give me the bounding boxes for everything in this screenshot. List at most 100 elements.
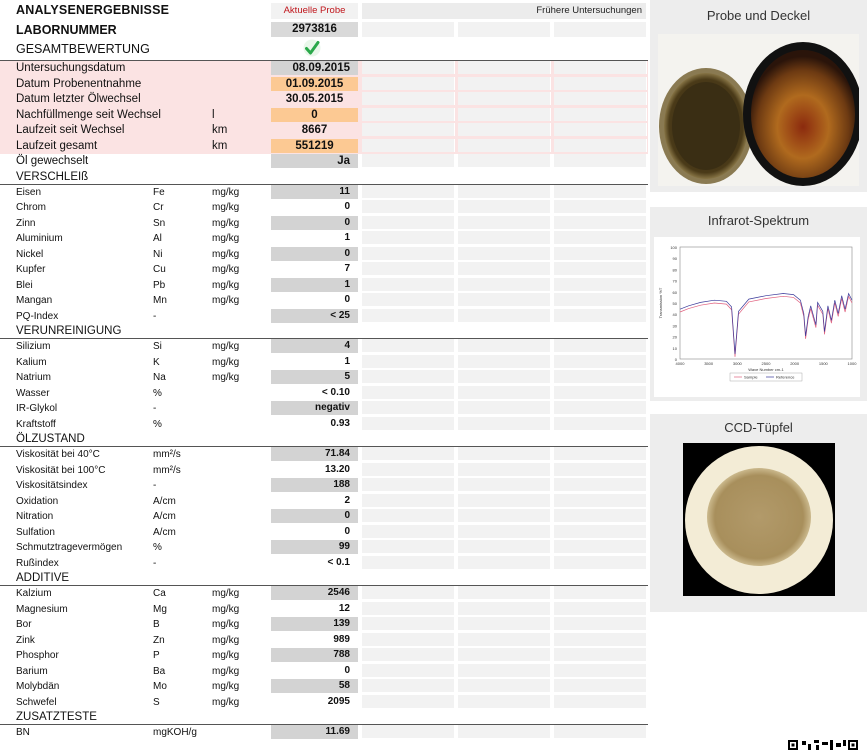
table-row: Viskosität bei 40°C mm²/s 71.84: [0, 447, 648, 463]
parameter-symbol: Pb: [153, 279, 166, 291]
parameter-name: Blei: [16, 279, 33, 291]
parameter-value: 11.69: [271, 725, 358, 739]
history-cell: [554, 293, 647, 306]
history-cell: [362, 154, 455, 167]
history-cell: [458, 416, 551, 430]
parameter-symbol: -: [153, 557, 157, 569]
parameter-value: 989: [333, 633, 350, 645]
history-cell: [458, 76, 551, 90]
analysis-report: ANALYSENERGEBNISSE Aktuelle Probe Früher…: [0, 3, 648, 739]
history-cell: [458, 246, 551, 260]
parameter-symbol: Sn: [153, 217, 166, 229]
history-cell: [362, 555, 455, 569]
table-row: Eisen Fe mg/kg 11: [0, 184, 648, 201]
history-cell: [362, 385, 455, 399]
ir-y-tick-label: 10: [673, 346, 678, 351]
table-row: Molybdän Mo mg/kg 58: [0, 679, 648, 695]
history-cell: [458, 277, 551, 291]
ir-reference-series-line: [679, 292, 853, 355]
qr-code-icon: [788, 740, 858, 750]
history-cell: [362, 648, 455, 661]
parameter-name: Schwefel: [16, 696, 57, 708]
history-cell: [554, 524, 647, 538]
parameter-unit: mg/kg: [212, 264, 240, 275]
parameter-value: 0: [271, 509, 358, 523]
report-title: ANALYSENERGEBNISSE: [16, 3, 170, 17]
ir-spectrum-panel: Infrarot-Spektrum 100 90 80 70 60 50 40 30 20 10 0…: [650, 207, 867, 401]
parameter-symbol: Mo: [153, 681, 167, 692]
history-cell: [554, 262, 647, 275]
history-cell: [362, 524, 455, 538]
section-header: ADDITIVE: [0, 571, 648, 586]
parameter-name: Zinn: [16, 217, 36, 229]
history-cell: [362, 679, 455, 692]
parameter-value: 4: [271, 339, 358, 353]
lab-number-label: LABORNUMMER: [16, 23, 117, 37]
info-label: Datum Probenentnahme: [16, 77, 142, 90]
ir-spectrum-title: Infrarot-Spektrum: [707, 213, 810, 228]
parameter-value: 0: [344, 201, 350, 212]
section-header: ZUSATZTESTE: [0, 710, 648, 725]
history-cell: [554, 663, 647, 677]
parameter-value: 2: [344, 494, 350, 506]
ir-sample-series-line: [679, 295, 853, 357]
table-row: Blei Pb mg/kg 1: [0, 277, 648, 294]
table-row: Zinn Sn mg/kg 0: [0, 215, 648, 232]
history-cell: [362, 462, 455, 476]
history-cell: [458, 293, 551, 306]
parameter-symbol: mm²/s: [153, 464, 181, 476]
history-cell: [362, 540, 455, 553]
parameter-unit: mg/kg: [212, 295, 240, 306]
history-cell: [458, 61, 551, 74]
history-cell: [458, 231, 551, 244]
overall-rating-label: GESAMTBEWERTUNG: [16, 42, 150, 56]
history-cell: [458, 447, 551, 460]
parameter-unit: mg/kg: [212, 696, 240, 708]
parameter-value: 0: [344, 525, 350, 537]
parameter-symbol: Fe: [153, 186, 165, 198]
history-cell: [362, 416, 455, 430]
parameter-value: 11: [271, 184, 358, 199]
table-row: Oxidation A/cm 2: [0, 493, 648, 510]
parameter-unit: mg/kg: [212, 588, 240, 599]
history-cell: [554, 92, 647, 105]
info-label: Untersuchungsdatum: [16, 62, 126, 74]
history-cell: [458, 725, 551, 738]
parameter-symbol: %: [153, 387, 162, 399]
ir-legend-sample-label: Sample: [744, 375, 758, 380]
lab-number-value: 2973816: [271, 22, 358, 37]
history-cell: [554, 540, 647, 553]
parameter-unit: mg/kg: [212, 619, 240, 630]
table-row: Rußindex - < 0.1: [0, 555, 648, 572]
parameter-value: 2095: [327, 695, 350, 707]
parameter-unit: mg/kg: [212, 279, 240, 291]
history-cell: [458, 184, 551, 198]
info-value: 551219: [271, 138, 358, 153]
parameter-symbol: P: [153, 650, 160, 661]
ir-y-tick-label: 100: [670, 245, 677, 250]
history-cell: [458, 154, 551, 167]
history-cell: [458, 462, 551, 476]
parameter-unit: mg/kg: [212, 186, 240, 198]
ir-x-tick-label: 4000: [676, 361, 686, 366]
info-unit: km: [212, 139, 228, 152]
parameter-value: < 0.1: [327, 556, 350, 568]
history-cell: [554, 601, 647, 615]
history-cell: [458, 354, 551, 368]
parameter-value: 0.93: [330, 417, 350, 429]
history-cell: [554, 154, 647, 167]
history-cell: [362, 231, 455, 244]
history-cell: [458, 123, 551, 136]
ir-y-tick-label: 20: [673, 335, 678, 340]
info-row: Laufzeit gesamt km 551219: [0, 138, 648, 154]
history-cell: [362, 76, 455, 90]
parameter-name: Zink: [16, 634, 35, 646]
parameter-value: 13.20: [324, 463, 350, 475]
parameter-value: 71.84: [271, 447, 358, 461]
parameter-value: 12: [338, 602, 350, 614]
history-cell: [458, 663, 551, 677]
history-cell: [458, 107, 551, 121]
history-cell: [554, 215, 647, 229]
history-cell: [458, 555, 551, 569]
info-unit: l: [212, 108, 215, 121]
